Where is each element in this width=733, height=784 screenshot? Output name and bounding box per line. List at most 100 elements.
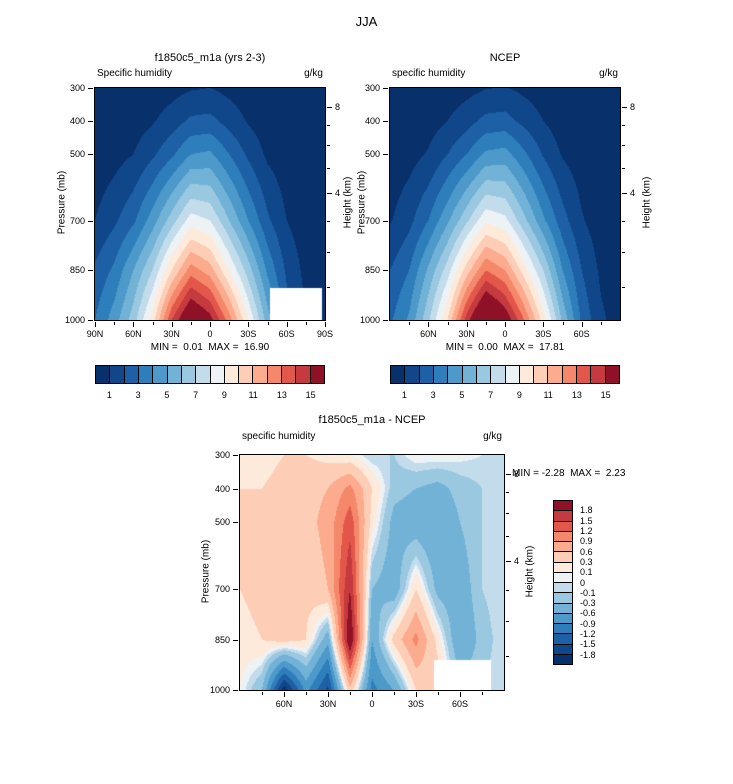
diff-x-minor-tick [438, 692, 439, 695]
ncep-contour-canvas [390, 88, 620, 320]
ncep-field-label: specific humidity [392, 68, 466, 79]
ncep-height-minor-tick [622, 252, 625, 254]
diff-pressure-tick [233, 455, 238, 456]
diff-colorbar-cell [554, 592, 572, 603]
figure-title: JJA [355, 14, 378, 29]
model-x-minor-tick [152, 322, 154, 325]
model-pressure-tick-label: 850 [69, 265, 85, 276]
model-x-minor-tick [305, 322, 307, 325]
ncep-colorbar-cell [533, 366, 548, 383]
ncep-pressure-tick-label: 400 [364, 116, 380, 127]
diff-x-tick-label: 30N [319, 699, 337, 709]
diff-pressure-tick [233, 522, 238, 524]
model-height-tick-label: 8 [335, 101, 341, 112]
diff-pressure-tick-label: 850 [214, 634, 230, 645]
model-pressure-tick [88, 220, 93, 222]
model-colorbar-label: 11 [248, 390, 258, 400]
ncep-pressure-tick [383, 220, 388, 222]
diff-colorbar-cell [554, 582, 572, 593]
model-height-minor-tick [327, 124, 330, 126]
model-x-tick [171, 322, 173, 327]
diff-field-label: specific humidity [242, 431, 316, 442]
ncep-x-tick [581, 322, 583, 327]
diff-colorbar-cell [554, 520, 572, 531]
model-x-tick [248, 322, 250, 327]
ncep-colorbar-cell [404, 366, 419, 383]
model-x-tick-label: 0 [207, 329, 213, 339]
diff-colorbar-cell [554, 541, 572, 552]
ncep-colorbar-cell [461, 366, 476, 383]
ncep-height-minor-tick [622, 145, 625, 146]
diff-colorbar-cell [554, 643, 572, 654]
model-height-minor-tick [327, 252, 330, 254]
diff-colorbar-label: -0.1 [580, 587, 596, 598]
ncep-pressure-tick [383, 88, 388, 89]
model-plot-area [94, 87, 326, 321]
diff-height-tick-label: 8 [514, 468, 520, 479]
diff-units-label: g/kg [483, 431, 502, 442]
ncep-colorbar-cell [490, 366, 505, 383]
ncep-x-tick-label: 0 [502, 329, 508, 339]
ncep-x-tick-label: 60S [573, 329, 590, 339]
ncep-colorbar-cell [590, 366, 605, 383]
model-height-axis-label: Height (km) [342, 176, 354, 229]
ncep-height-minor-tick [622, 220, 625, 222]
diff-height-minor-tick [506, 512, 509, 514]
diff-pressure-tick-label: 700 [214, 584, 230, 595]
model-colorbar-label: 5 [164, 390, 170, 400]
model-x-minor-tick [190, 322, 192, 325]
ncep-x-minor-tick [562, 322, 564, 325]
ncep-height-axis-label: Height (km) [641, 176, 653, 229]
model-x-tick-label: 60N [125, 329, 142, 339]
diff-pressure-tick [233, 690, 238, 691]
ncep-height-minor-tick [622, 124, 625, 126]
ncep-units-label: g/kg [599, 68, 618, 79]
model-x-tick [286, 322, 288, 327]
model-x-tick-label: 90S [316, 329, 333, 339]
model-colorbar-cell [137, 366, 153, 383]
diff-x-tick-label: 0 [369, 699, 375, 709]
diff-colorbar-label: -1.8 [580, 649, 596, 660]
diff-colorbar-label: 1.8 [580, 505, 593, 516]
ncep-pressure-tick-label: 300 [364, 83, 380, 93]
ncep-colorbar-label: 11 [543, 390, 553, 400]
ncep-colorbar-cell [432, 366, 448, 383]
ncep-colorbar-label: 13 [571, 390, 582, 400]
diff-minmax-text: MIN = -2.28 MAX = 2.23 [512, 468, 626, 479]
diff-pressure-tick-label: 1000 [209, 685, 230, 695]
diff-pressure-tick-label: 300 [214, 450, 230, 460]
diff-pressure-tick-label: 500 [214, 517, 230, 528]
model-colorbar-cell [96, 366, 110, 383]
model-colorbar-cell [252, 366, 267, 383]
model-field-label: Specific humidity [97, 68, 173, 79]
model-pressure-tick-label: 700 [69, 215, 85, 226]
ncep-colorbar-label: 5 [459, 390, 465, 400]
diff-x-minor-tick [350, 692, 351, 695]
ncep-colorbar-cell [418, 366, 433, 383]
ncep-x-tick [505, 322, 506, 327]
diff-pressure-tick [233, 589, 238, 591]
model-height-minor-tick [327, 220, 330, 222]
model-colorbar-label: 15 [305, 390, 316, 400]
model-height-minor-tick [327, 145, 330, 146]
ncep-colorbar-cell [576, 366, 591, 383]
diff-pressure-tick [233, 488, 238, 490]
ncep-x-minor-tick [409, 322, 411, 325]
diff-colorbar-label: 0.9 [580, 536, 593, 547]
diff-colorbar-label: -1.2 [580, 629, 596, 640]
model-colorbar-cell [180, 366, 196, 383]
diff-pressure-tick [233, 639, 238, 641]
model-height-tick-label: 4 [335, 187, 341, 198]
diff-colorbar-label: 0 [580, 577, 586, 588]
diff-colorbar-cell [554, 510, 572, 521]
diff-colorbar-cell [554, 633, 572, 644]
ncep-x-minor-tick [600, 322, 602, 325]
model-colorbar-cell [123, 366, 138, 383]
ncep-panel-title: NCEP [489, 52, 521, 64]
model-x-tick [210, 322, 211, 327]
ncep-pressure-tick [383, 270, 388, 272]
diff-colorbar [553, 500, 573, 665]
diff-height-tick [506, 473, 511, 475]
ncep-colorbar-label: 3 [430, 390, 436, 400]
diff-height-minor-tick [506, 589, 509, 591]
